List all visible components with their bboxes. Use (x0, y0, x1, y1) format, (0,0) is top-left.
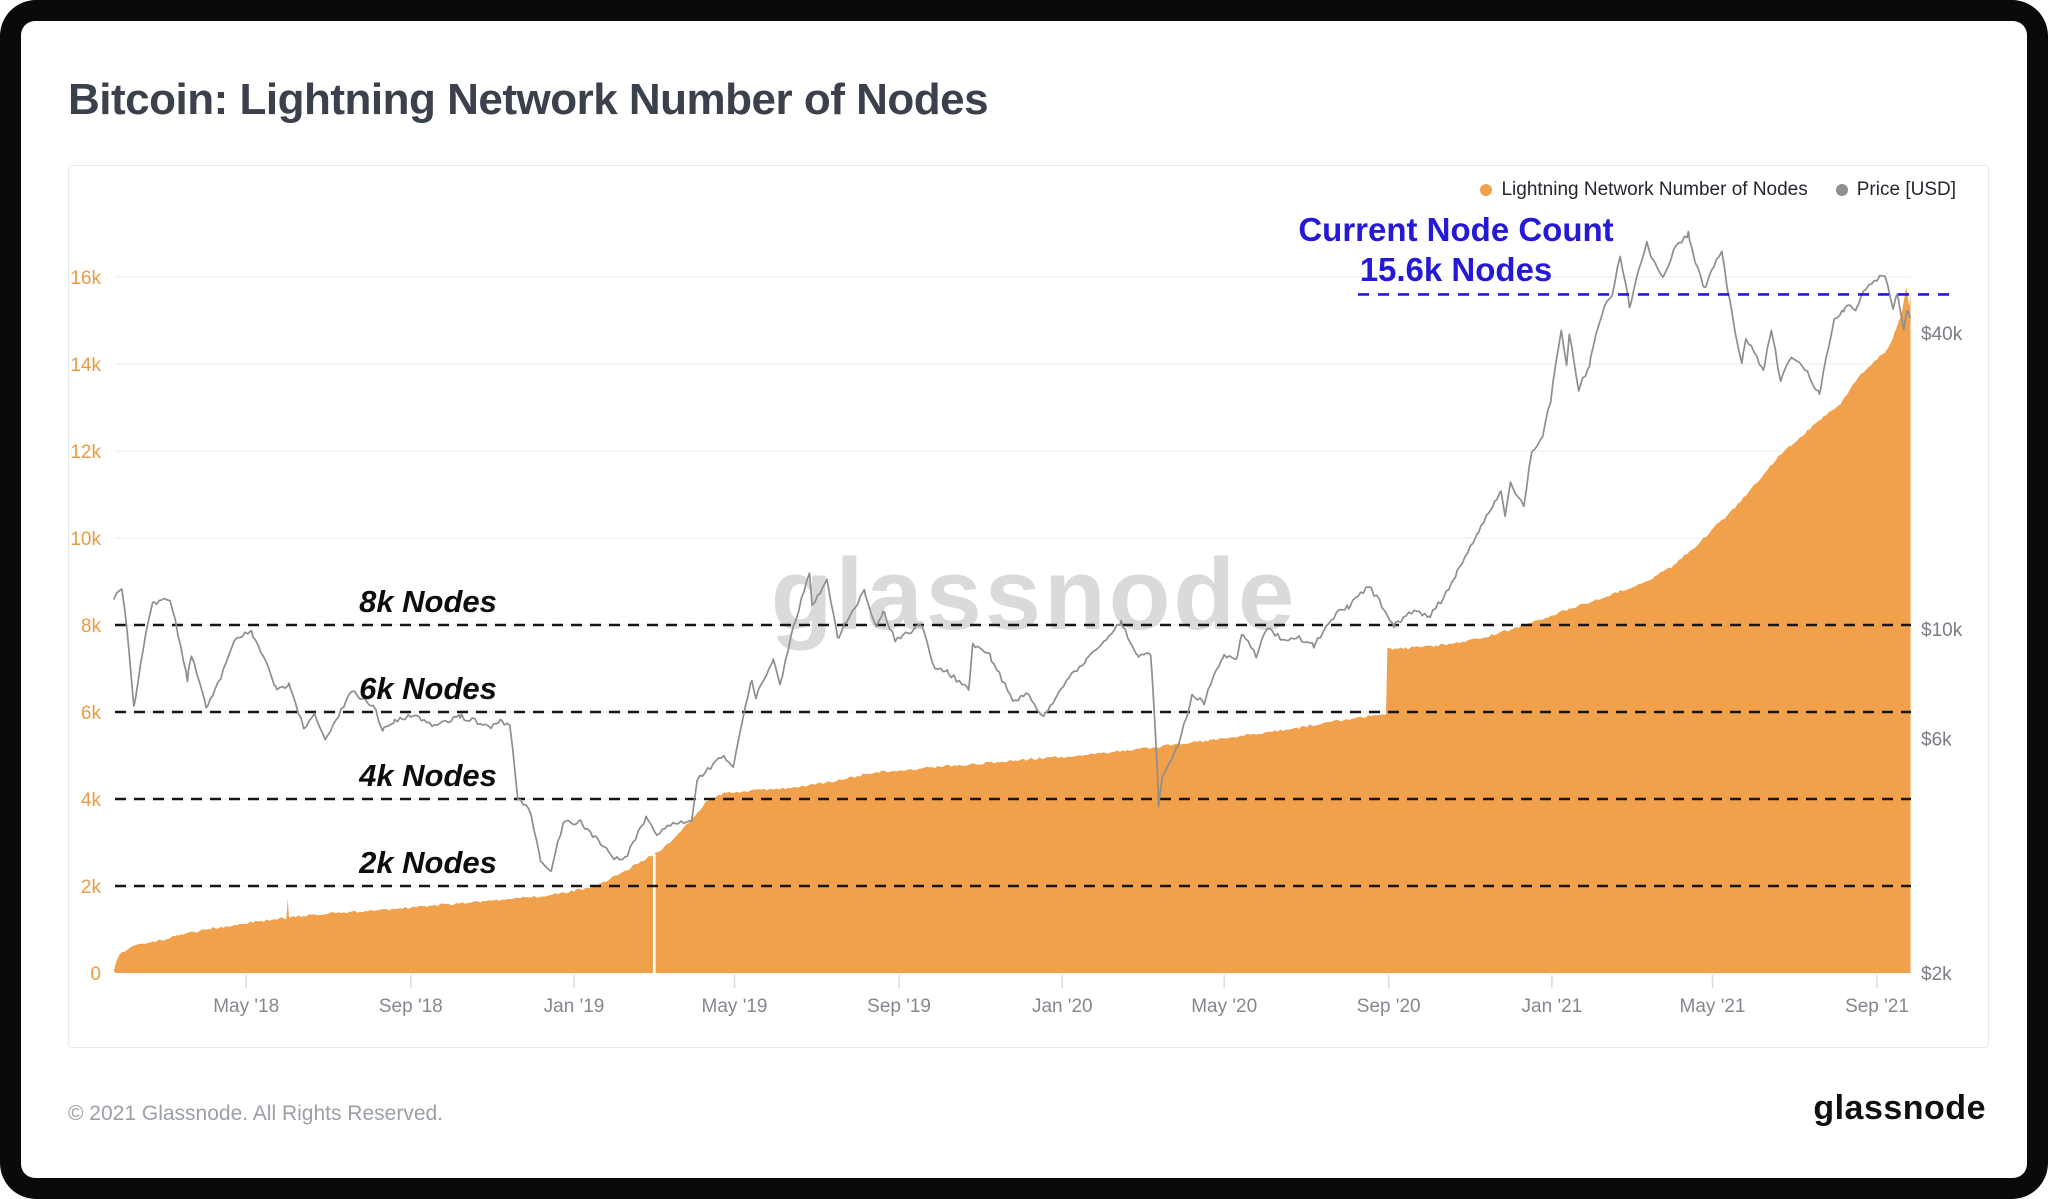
svg-text:$40k: $40k (1921, 324, 1963, 345)
svg-text:Jan '19: Jan '19 (544, 996, 605, 1017)
svg-text:2k: 2k (81, 877, 102, 898)
svg-text:May '21: May '21 (1680, 996, 1746, 1017)
legend-item-nodes: Lightning Network Number of Nodes (1480, 179, 1808, 201)
current-node-count-annotation: Current Node Count 15.6k Nodes (1298, 210, 1613, 290)
svg-text:$10k: $10k (1921, 620, 1963, 641)
annotation-line2: 15.6k Nodes (1359, 251, 1553, 288)
svg-text:12k: 12k (70, 442, 101, 463)
nodes-series-dot-icon (1480, 184, 1493, 196)
svg-text:$2k: $2k (1921, 964, 1952, 985)
svg-text:0: 0 (90, 964, 101, 985)
price-series-dot-icon (1835, 184, 1848, 196)
svg-text:Sep '19: Sep '19 (867, 996, 931, 1017)
node-level-label: 6k Nodes (359, 671, 497, 706)
svg-text:Sep '20: Sep '20 (1357, 996, 1421, 1017)
chart-legend: Lightning Network Number of Nodes Price … (1480, 179, 1956, 201)
svg-text:16k: 16k (70, 268, 101, 289)
svg-text:4k: 4k (81, 790, 102, 811)
node-level-label: 4k Nodes (359, 758, 497, 793)
svg-text:May '19: May '19 (702, 996, 768, 1017)
svg-text:14k: 14k (70, 355, 101, 376)
svg-text:$6k: $6k (1921, 729, 1952, 750)
node-level-label: 2k Nodes (359, 845, 497, 880)
svg-text:May '18: May '18 (213, 996, 279, 1017)
svg-text:8k: 8k (81, 616, 102, 637)
svg-text:Jan '20: Jan '20 (1032, 996, 1093, 1017)
annotation-line1: Current Node Count (1298, 211, 1614, 248)
svg-text:6k: 6k (81, 703, 102, 724)
legend-item-price: Price [USD] (1835, 179, 1956, 201)
svg-text:May '20: May '20 (1191, 996, 1257, 1017)
svg-text:Sep '18: Sep '18 (379, 996, 443, 1017)
legend-label-price: Price [USD] (1856, 179, 1956, 200)
svg-text:glassnode: glassnode (771, 539, 1298, 651)
svg-text:Jan '21: Jan '21 (1522, 996, 1583, 1017)
svg-text:Sep '21: Sep '21 (1845, 996, 1909, 1017)
page-title: Bitcoin: Lightning Network Number of Nod… (68, 75, 989, 125)
node-level-label: 8k Nodes (359, 584, 497, 619)
svg-text:10k: 10k (70, 529, 101, 550)
glassnode-wordmark: glassnode (1813, 1089, 1986, 1127)
copyright-text: © 2021 Glassnode. All Rights Reserved. (68, 1102, 444, 1125)
legend-label-nodes: Lightning Network Number of Nodes (1501, 179, 1808, 200)
